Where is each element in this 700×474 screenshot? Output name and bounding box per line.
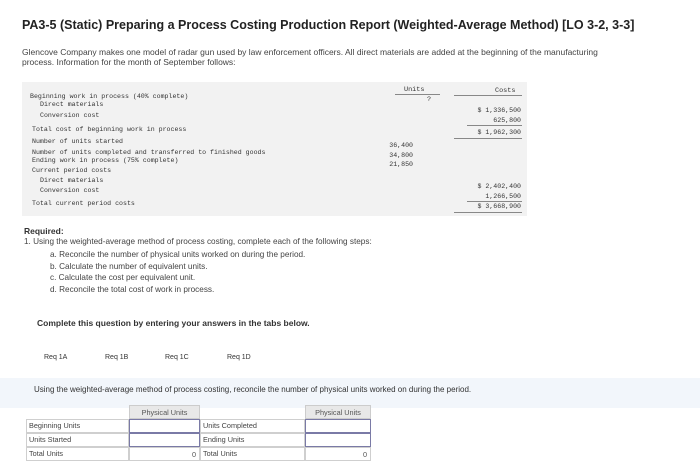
required-subitem: d. Reconcile the total cost of work in p… — [50, 285, 215, 294]
units-started-label: Units Started — [26, 433, 129, 447]
units-header-underline — [395, 94, 440, 95]
units-started-input[interactable] — [129, 433, 200, 447]
units-completed-input[interactable] — [305, 419, 371, 433]
table-row-cost: $ 3,668,900 — [477, 203, 521, 210]
table-row-label: Conversion cost — [40, 112, 100, 119]
physical-units-header-left: Physical Units — [129, 405, 200, 419]
table-row-label: Number of units started — [32, 138, 124, 145]
ending-units-label: Ending Units — [200, 433, 305, 447]
required-subitem: c. Calculate the cost per equivalent uni… — [50, 273, 196, 282]
table-row-cost: $ 1,336,500 — [477, 107, 521, 114]
table-row-label: Beginning work in process (40% complete) — [30, 93, 189, 100]
tab-instruction-panel: Using the weighted-average method of pro… — [0, 378, 700, 408]
beginning-units-input[interactable] — [129, 419, 200, 433]
cost-total-underline — [454, 212, 522, 213]
beginning-units-label: Beginning Units — [26, 419, 129, 433]
problem-intro: Glencove Company makes one model of rada… — [22, 47, 598, 67]
table-row-label: Total current period costs — [32, 200, 135, 207]
tab-req-1c[interactable]: Req 1C — [165, 354, 189, 361]
table-row-label: Number of units completed and transferre… — [32, 149, 266, 156]
table-row-cost: $ 1,962,300 — [477, 129, 521, 136]
page-title: PA3-5 (Static) Preparing a Process Costi… — [22, 18, 635, 32]
table-row-cost: 625,800 — [493, 117, 521, 124]
table-row-units: 21,850 — [389, 161, 413, 168]
problem-data-table: Units ? Costs Beginning work in process … — [22, 82, 527, 216]
required-heading: Required: — [24, 226, 64, 236]
costs-header: Costs — [495, 87, 516, 95]
total-units-left-value: 0 — [129, 447, 200, 461]
ending-units-input[interactable] — [305, 433, 371, 447]
table-row-units: 36,400 — [389, 142, 413, 149]
tab-req-1a[interactable]: Req 1A — [44, 354, 68, 361]
cost-subtotal-underline — [467, 201, 522, 202]
table-row-label: Direct materials — [40, 101, 104, 108]
cost-total-underline — [454, 138, 522, 139]
units-header: Units — [404, 86, 425, 94]
table-row-cost: 1,266,500 — [485, 193, 521, 200]
total-units-label-left: Total Units — [26, 447, 129, 461]
cost-subtotal-underline — [467, 125, 522, 126]
required-subitem: a. Reconcile the number of physical unit… — [50, 250, 306, 259]
units-header-mark: ? — [427, 96, 432, 104]
tab-req-1d[interactable]: Req 1D — [227, 354, 251, 361]
table-row-label: Current period costs — [32, 167, 112, 174]
table-row-label: Total cost of beginning work in process — [32, 126, 187, 133]
table-row-label: Ending work in process (75% complete) — [32, 157, 179, 164]
total-units-label-right: Total Units — [200, 447, 305, 461]
required-item: 1. Using the weighted-average method of … — [24, 237, 372, 246]
complete-instructions: Complete this question by entering your … — [37, 318, 310, 328]
tab-req-1b[interactable]: Req 1B — [105, 354, 129, 361]
physical-units-header-right: Physical Units — [305, 405, 371, 419]
table-row-units: 34,800 — [389, 152, 413, 159]
required-subitem: b. Calculate the number of equivalent un… — [50, 262, 208, 271]
table-row-cost: $ 2,402,400 — [477, 183, 521, 190]
units-completed-label: Units Completed — [200, 419, 305, 433]
table-row-label: Direct materials — [40, 177, 104, 184]
costs-header-underline — [454, 95, 522, 96]
total-units-right-value: 0 — [305, 447, 371, 461]
tab-instruction-text: Using the weighted-average method of pro… — [34, 385, 472, 394]
table-row-label: Conversion cost — [40, 187, 100, 194]
